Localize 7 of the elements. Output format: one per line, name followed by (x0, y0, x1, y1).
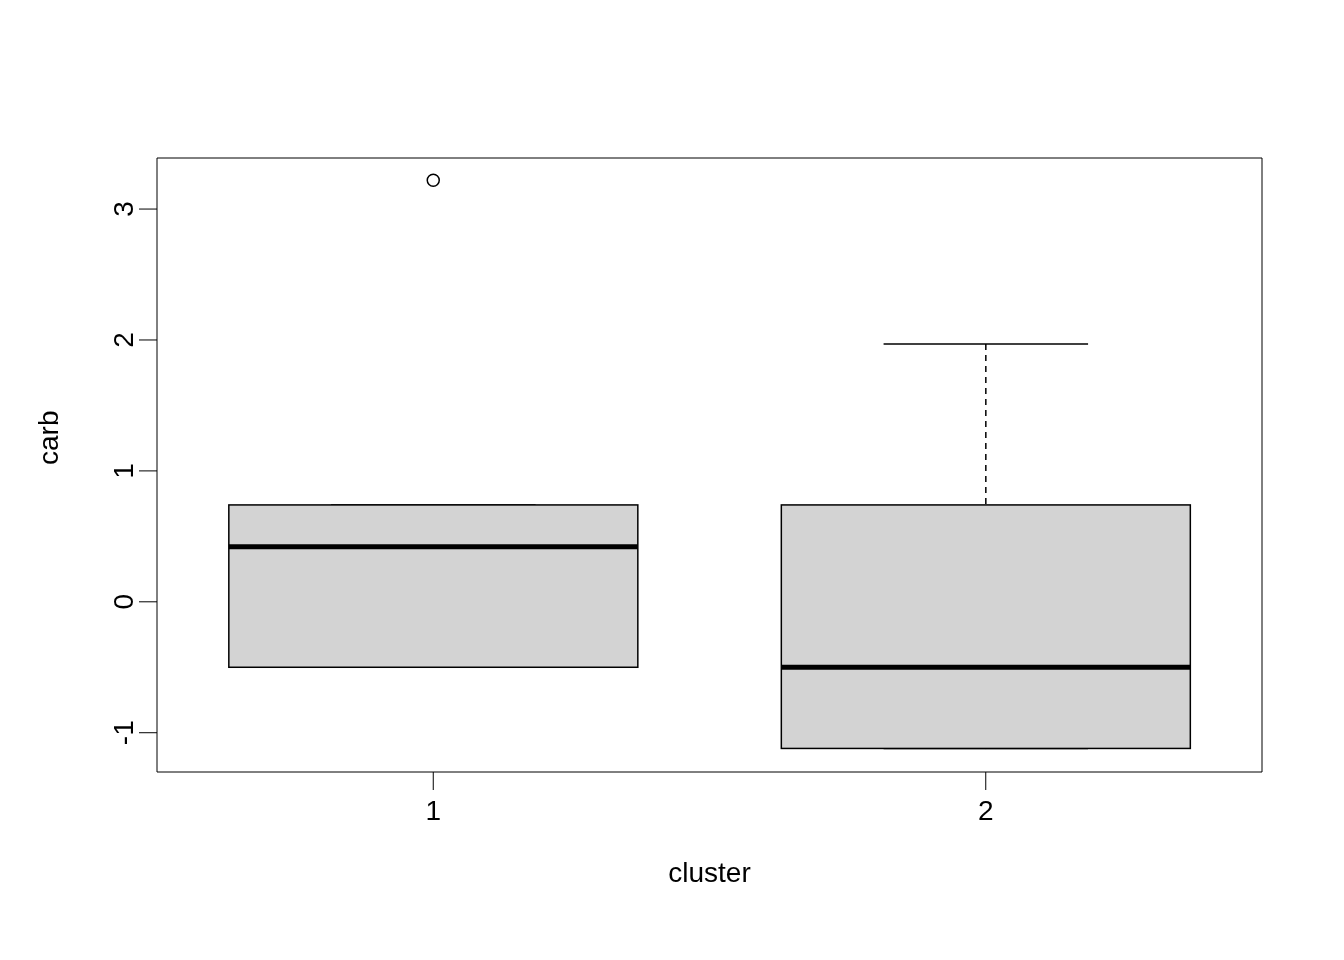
y-tick-label: 0 (108, 594, 139, 610)
y-tick-label: 2 (108, 332, 139, 348)
y-tick-label: 3 (108, 201, 139, 217)
y-axis-title: carb (32, 410, 64, 465)
x-axis-title: cluster (668, 857, 751, 888)
y-tick-label: 1 (108, 463, 139, 479)
y-tick-label: -1 (108, 720, 139, 746)
